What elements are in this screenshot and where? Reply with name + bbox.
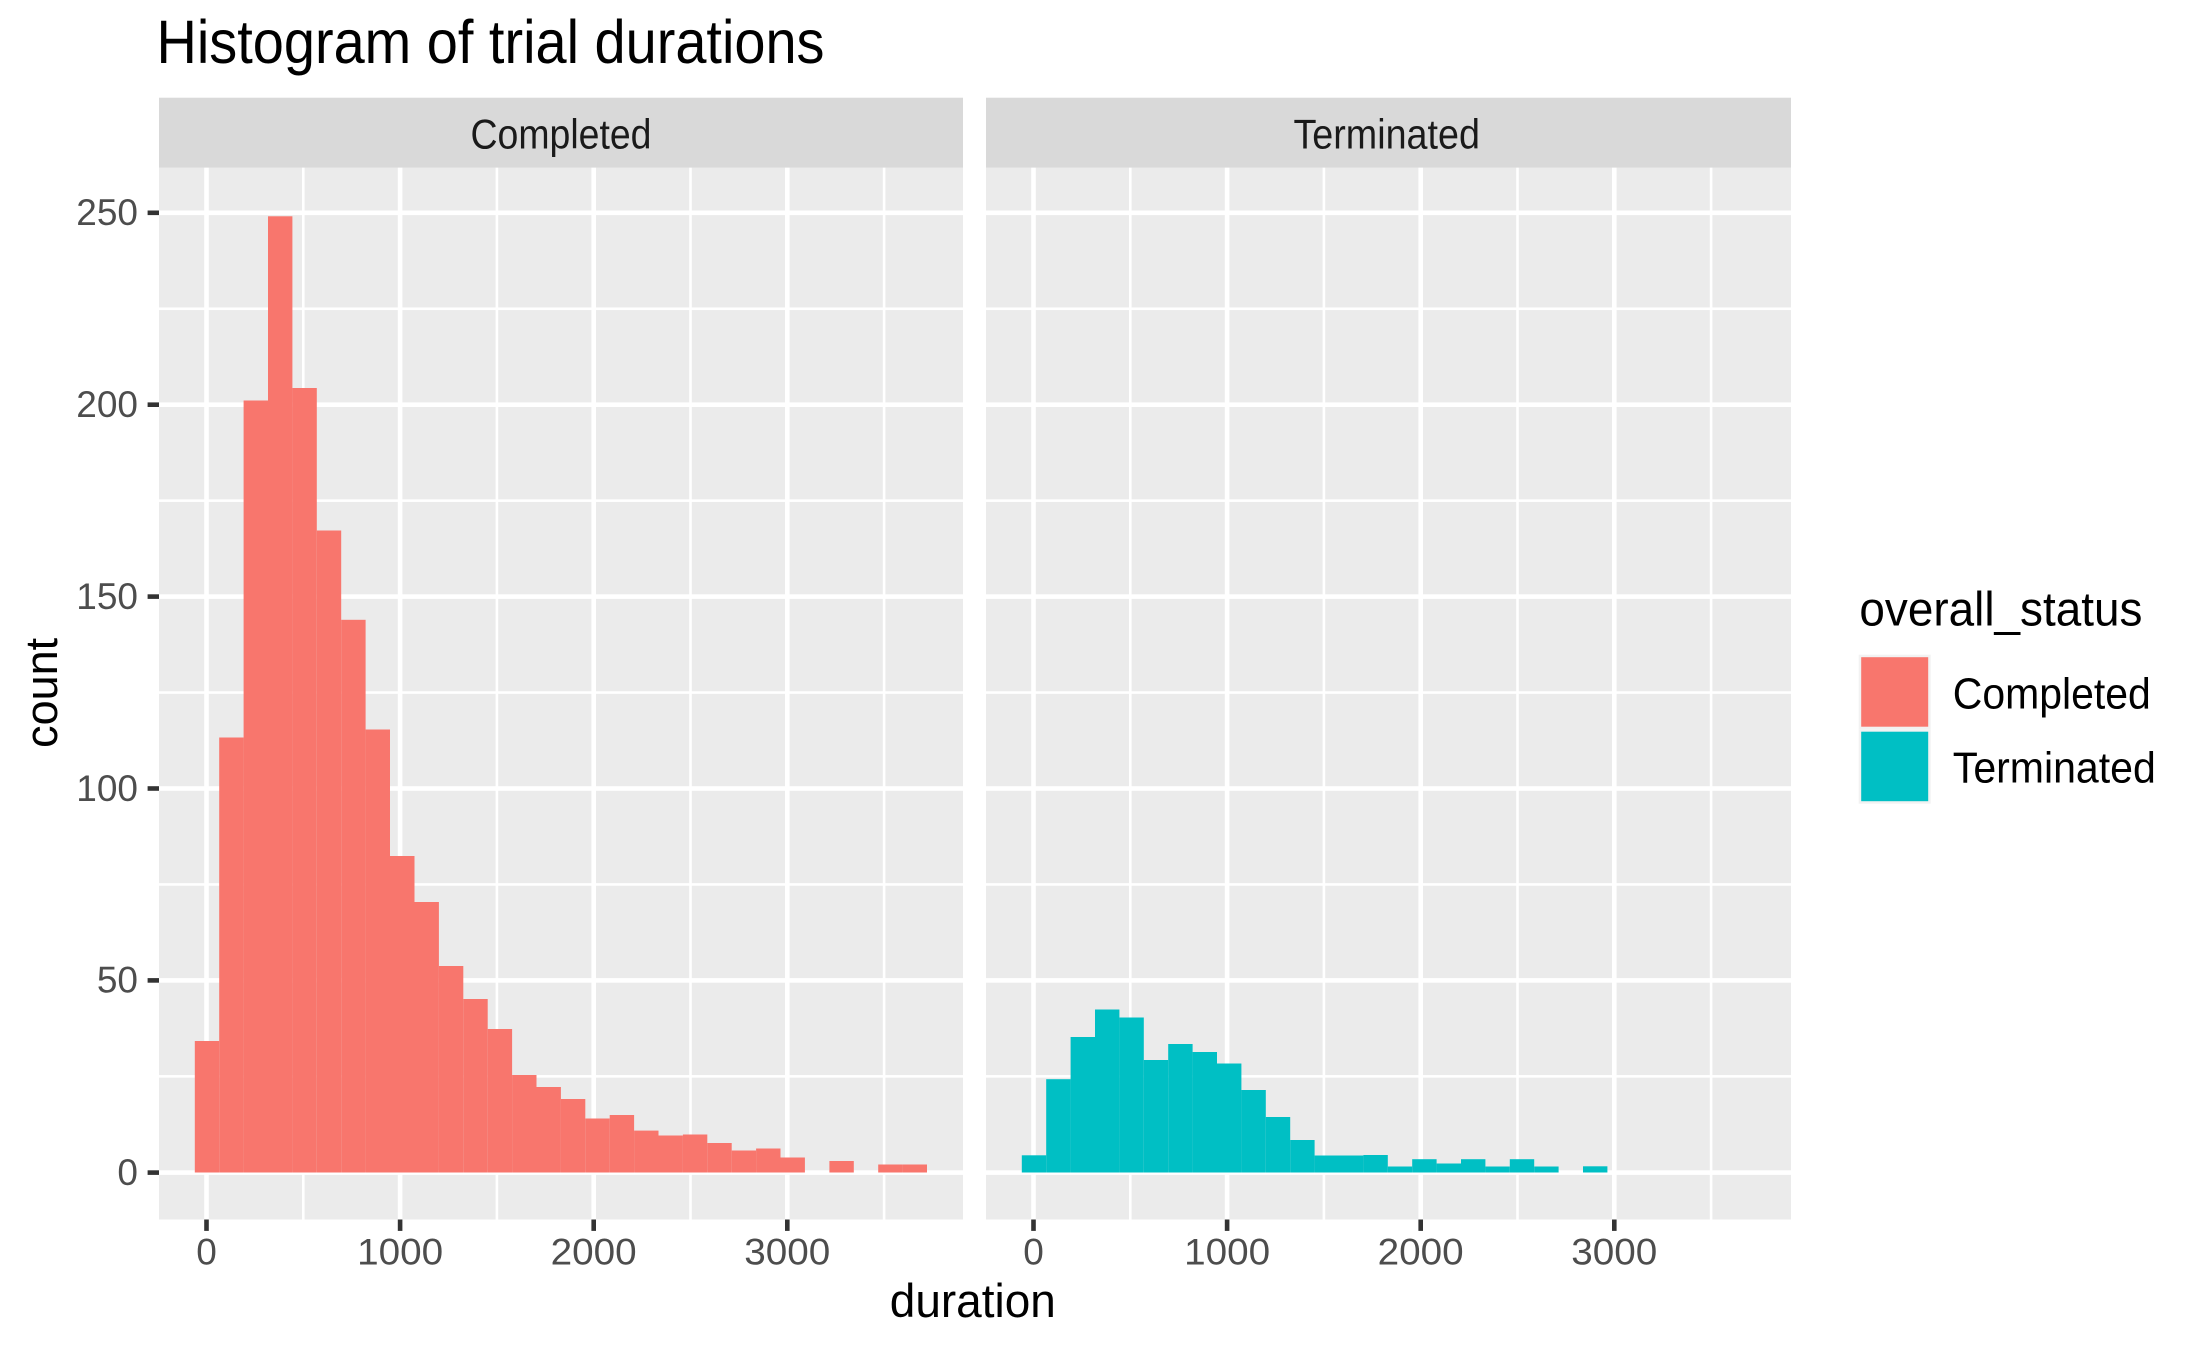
svg-text:50: 50 <box>97 960 138 1001</box>
svg-text:Histogram of trial durations: Histogram of trial durations <box>157 8 825 76</box>
svg-text:3000: 3000 <box>1571 1232 1657 1273</box>
svg-text:200: 200 <box>76 384 138 425</box>
svg-text:Completed: Completed <box>471 111 652 158</box>
svg-text:0: 0 <box>117 1152 138 1193</box>
svg-text:Terminated: Terminated <box>1293 111 1480 158</box>
svg-text:overall_status: overall_status <box>1859 583 2142 636</box>
svg-text:3000: 3000 <box>744 1232 830 1273</box>
svg-text:duration: duration <box>890 1274 1056 1327</box>
svg-text:1000: 1000 <box>357 1232 443 1273</box>
svg-text:250: 250 <box>76 192 138 233</box>
svg-text:100: 100 <box>76 768 138 809</box>
svg-text:0: 0 <box>1023 1232 1044 1273</box>
svg-text:Terminated: Terminated <box>1953 744 2156 793</box>
svg-text:150: 150 <box>76 576 138 617</box>
svg-text:1000: 1000 <box>1184 1232 1270 1273</box>
svg-text:Completed: Completed <box>1953 670 2151 719</box>
svg-text:0: 0 <box>196 1232 217 1273</box>
svg-text:2000: 2000 <box>1378 1232 1464 1273</box>
svg-text:count: count <box>16 637 67 747</box>
svg-text:2000: 2000 <box>551 1232 637 1273</box>
